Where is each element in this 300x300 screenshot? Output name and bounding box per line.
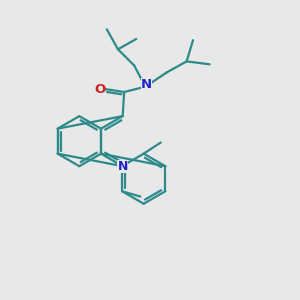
Text: O: O <box>94 82 105 95</box>
Text: N: N <box>141 78 152 92</box>
Text: N: N <box>118 160 128 173</box>
